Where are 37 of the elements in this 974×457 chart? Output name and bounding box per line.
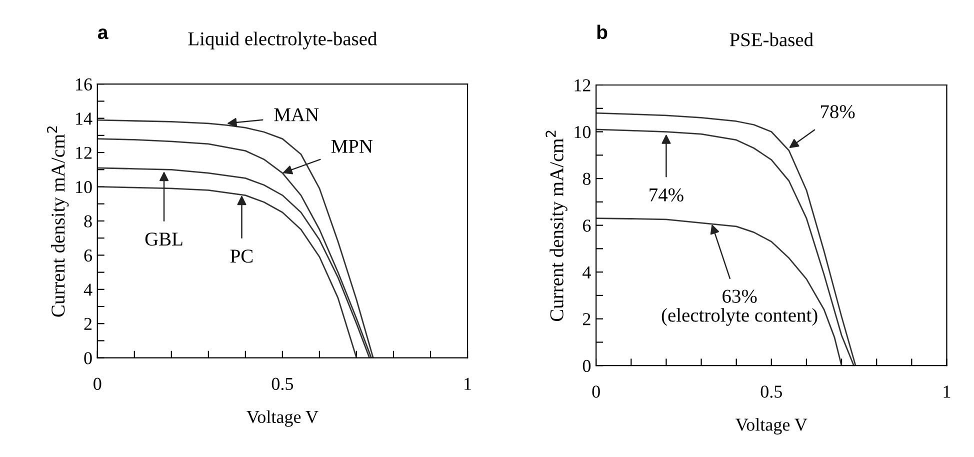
- annotation: 74%: [650, 188, 684, 202]
- x-axis-title: Voltage V: [246, 410, 318, 427]
- y-tick-label: 2: [84, 318, 92, 330]
- y-tick-label: 0: [582, 360, 591, 372]
- y-tick-label: 6: [582, 220, 591, 232]
- x-tick-label: 0.5: [272, 378, 294, 390]
- annotation: MPN: [331, 140, 373, 153]
- y-tick-label: 0: [84, 352, 92, 364]
- chart-title: PSE-based: [730, 32, 814, 46]
- annotation: GBL: [145, 232, 182, 246]
- y-tick-label: 4: [582, 266, 591, 278]
- annotation: MAN: [274, 108, 319, 122]
- y-tick-label: 8: [582, 172, 591, 185]
- x-tick-label: 1: [944, 386, 950, 398]
- text: a: [98, 28, 108, 40]
- x-tick-label: 0: [592, 386, 600, 398]
- text: b: [597, 24, 608, 40]
- y-axis-title: Current density mA/cm$^{2}$: [546, 130, 568, 322]
- y-tick-label: 8: [84, 215, 92, 228]
- y-tick-label: 14: [76, 112, 92, 125]
- annotation: 78%: [821, 105, 855, 118]
- y-tick-label: 10: [574, 126, 591, 138]
- y-tick-label: 10: [76, 181, 92, 194]
- y-axis-title: Current density mA/cm$^{2}$: [46, 126, 69, 317]
- y-tick-label: 4: [84, 284, 92, 296]
- x-axis-title: Voltage V: [736, 418, 808, 435]
- y-tick-label: 12: [574, 79, 590, 92]
- y-tick-label: 2: [582, 313, 590, 326]
- x-tick-label: 0.5: [760, 386, 782, 398]
- x-tick-label: 1: [464, 378, 471, 390]
- annotation: 63% (electrolyte content): [662, 290, 818, 326]
- y-tick-label: 16: [76, 78, 92, 91]
- y-tick-label: 12: [76, 146, 92, 159]
- annotation: PC: [230, 250, 253, 263]
- chart-title: Liquid electrolyte-based: [188, 32, 377, 50]
- x-tick-label: 0: [94, 378, 102, 390]
- y-tick-label: 6: [84, 249, 92, 262]
